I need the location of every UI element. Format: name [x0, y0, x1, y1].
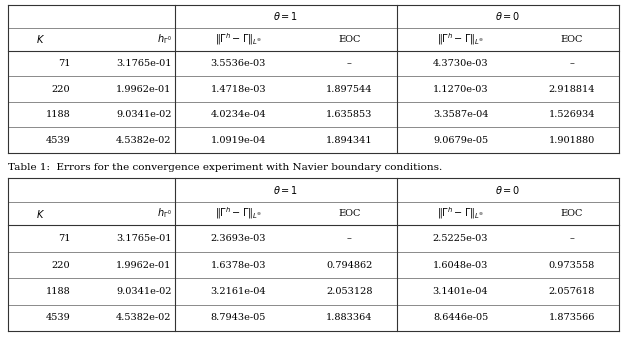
Text: 1.1270e-03: 1.1270e-03 — [433, 85, 488, 94]
Text: $\|\Gamma^h - \Gamma\|_{L^\infty}$: $\|\Gamma^h - \Gamma\|_{L^\infty}$ — [214, 32, 262, 47]
Bar — [8, 5, 619, 153]
Text: 1.894341: 1.894341 — [326, 136, 373, 145]
Text: EOC: EOC — [561, 35, 583, 44]
Text: 220: 220 — [51, 85, 70, 94]
Text: 1.635853: 1.635853 — [326, 110, 372, 119]
Text: 2.5225e-03: 2.5225e-03 — [433, 234, 488, 243]
Text: 3.5536e-03: 3.5536e-03 — [211, 59, 266, 68]
Bar — [8, 178, 619, 331]
Text: 0.794862: 0.794862 — [326, 261, 372, 270]
Text: 3.3587e-04: 3.3587e-04 — [433, 110, 488, 119]
Text: 71: 71 — [58, 59, 70, 68]
Text: 1.9962e-01: 1.9962e-01 — [116, 261, 172, 270]
Text: –: – — [569, 234, 574, 243]
Text: 3.1765e-01: 3.1765e-01 — [116, 234, 172, 243]
Text: 4539: 4539 — [46, 136, 70, 145]
Text: 4.0234e-04: 4.0234e-04 — [211, 110, 266, 119]
Text: 4.3730e-03: 4.3730e-03 — [433, 59, 488, 68]
Text: 1.526934: 1.526934 — [549, 110, 595, 119]
Text: 1.897544: 1.897544 — [326, 85, 372, 94]
Text: Table 1:  Errors for the convergence experiment with Navier boundary conditions.: Table 1: Errors for the convergence expe… — [8, 162, 442, 171]
Text: 4.5382e-02: 4.5382e-02 — [116, 136, 172, 145]
Text: $h_{\Gamma^0}$: $h_{\Gamma^0}$ — [157, 33, 172, 46]
Text: 1.4718e-03: 1.4718e-03 — [211, 85, 266, 94]
Text: 1.6048e-03: 1.6048e-03 — [433, 261, 488, 270]
Text: 1188: 1188 — [46, 287, 70, 296]
Text: $h_{\Gamma^0}$: $h_{\Gamma^0}$ — [157, 207, 172, 220]
Text: 220: 220 — [51, 261, 70, 270]
Text: 2.053128: 2.053128 — [326, 287, 372, 296]
Text: $\|\Gamma^h - \Gamma\|_{L^\infty}$: $\|\Gamma^h - \Gamma\|_{L^\infty}$ — [437, 32, 484, 47]
Text: 1188: 1188 — [46, 110, 70, 119]
Text: $\theta = 0$: $\theta = 0$ — [495, 184, 520, 196]
Text: 3.2161e-04: 3.2161e-04 — [211, 287, 266, 296]
Text: EOC: EOC — [561, 209, 583, 218]
Text: 8.7943e-05: 8.7943e-05 — [211, 313, 266, 322]
Text: $\theta = 1$: $\theta = 1$ — [273, 184, 298, 196]
Text: $\|\Gamma^h - \Gamma\|_{L^\infty}$: $\|\Gamma^h - \Gamma\|_{L^\infty}$ — [214, 206, 262, 221]
Text: $K$: $K$ — [36, 33, 45, 45]
Text: 1.9962e-01: 1.9962e-01 — [116, 85, 172, 94]
Text: 1.883364: 1.883364 — [326, 313, 372, 322]
Text: EOC: EOC — [338, 35, 361, 44]
Text: 1.901880: 1.901880 — [549, 136, 595, 145]
Text: 4539: 4539 — [46, 313, 70, 322]
Text: –: – — [569, 59, 574, 68]
Text: 3.1401e-04: 3.1401e-04 — [433, 287, 488, 296]
Text: –: – — [347, 234, 352, 243]
Text: 2.918814: 2.918814 — [549, 85, 595, 94]
Text: –: – — [347, 59, 352, 68]
Text: 9.0679e-05: 9.0679e-05 — [433, 136, 488, 145]
Text: 9.0341e-02: 9.0341e-02 — [116, 110, 172, 119]
Text: 0.973558: 0.973558 — [549, 261, 595, 270]
Text: $\theta = 0$: $\theta = 0$ — [495, 10, 520, 23]
Text: 1.0919e-04: 1.0919e-04 — [211, 136, 266, 145]
Text: EOC: EOC — [338, 209, 361, 218]
Text: 9.0341e-02: 9.0341e-02 — [116, 287, 172, 296]
Text: $\theta = 1$: $\theta = 1$ — [273, 10, 298, 23]
Text: 8.6446e-05: 8.6446e-05 — [433, 313, 488, 322]
Text: 71: 71 — [58, 234, 70, 243]
Text: 1.873566: 1.873566 — [549, 313, 595, 322]
Text: 2.3693e-03: 2.3693e-03 — [211, 234, 266, 243]
Text: $\|\Gamma^h - \Gamma\|_{L^\infty}$: $\|\Gamma^h - \Gamma\|_{L^\infty}$ — [437, 206, 484, 221]
Text: 1.6378e-03: 1.6378e-03 — [211, 261, 266, 270]
Text: 2.057618: 2.057618 — [549, 287, 595, 296]
Text: $K$: $K$ — [36, 208, 45, 220]
Text: 3.1765e-01: 3.1765e-01 — [116, 59, 172, 68]
Text: 4.5382e-02: 4.5382e-02 — [116, 313, 172, 322]
